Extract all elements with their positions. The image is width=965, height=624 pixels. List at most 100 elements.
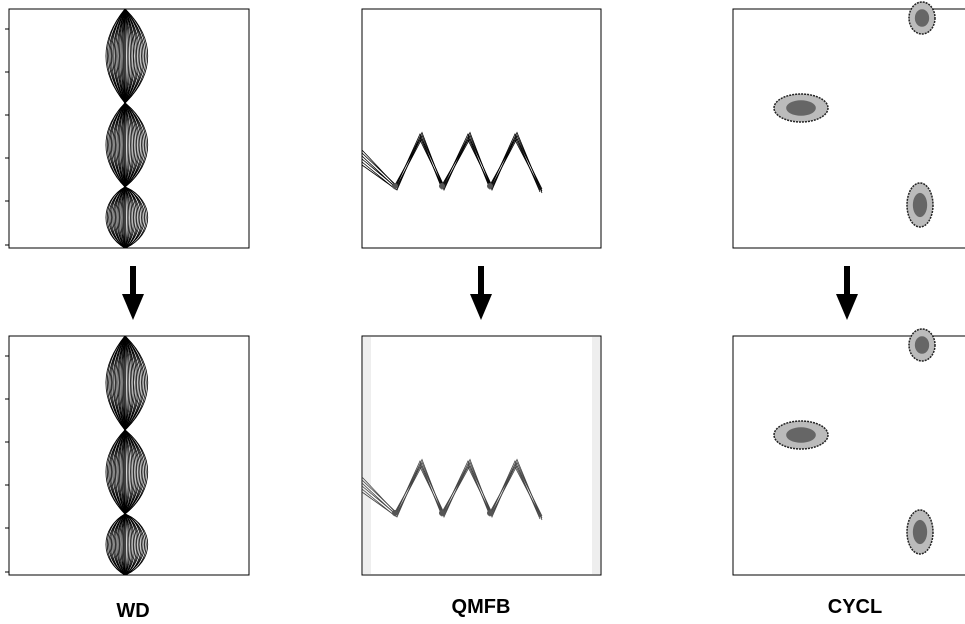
- arrow-shaft: [844, 266, 850, 298]
- contour: [120, 8, 126, 104]
- blob-core: [912, 519, 928, 545]
- contour: [124, 335, 134, 431]
- contour: [124, 102, 133, 188]
- contour: [112, 429, 126, 515]
- column-label: QMFB: [452, 596, 511, 618]
- contour: [124, 186, 130, 249]
- contour: [124, 186, 136, 249]
- contour: [121, 429, 126, 515]
- contour-peak: [439, 183, 445, 189]
- contour: [124, 8, 134, 104]
- contour: [108, 429, 126, 515]
- arrow-head: [122, 294, 144, 320]
- contour-peak: [439, 510, 445, 516]
- contour: [124, 102, 148, 188]
- contour: [124, 8, 141, 104]
- contour: [124, 513, 145, 576]
- contour: [124, 335, 139, 431]
- contour: [124, 335, 130, 431]
- contour: [120, 335, 126, 431]
- contour: [124, 8, 128, 104]
- contour: [124, 335, 128, 431]
- contour: [124, 102, 130, 188]
- arrow-shaft: [478, 266, 484, 298]
- contour: [108, 102, 126, 188]
- contour: [121, 102, 126, 188]
- contour: [124, 335, 141, 431]
- contour: [124, 335, 136, 431]
- contour: [124, 429, 128, 515]
- contour: [124, 8, 130, 104]
- contour: [108, 8, 126, 104]
- contour: [124, 102, 145, 188]
- blob-core: [912, 192, 928, 218]
- column-label: CYCL: [828, 596, 882, 618]
- blob-core: [914, 336, 930, 354]
- contour: [124, 513, 141, 576]
- contour: [116, 102, 126, 188]
- contour: [361, 131, 543, 194]
- contour: [112, 335, 126, 431]
- contour: [124, 335, 131, 431]
- panel-edge: [363, 337, 371, 574]
- contour: [108, 513, 126, 576]
- contour: [124, 186, 141, 249]
- blob-core: [786, 427, 816, 443]
- contour: [105, 186, 126, 249]
- contour: [124, 8, 145, 104]
- contour: [124, 8, 136, 104]
- contour: [124, 335, 133, 431]
- contour: [108, 186, 126, 249]
- contour: [116, 429, 126, 515]
- contour: [124, 513, 133, 576]
- contour: [361, 459, 541, 520]
- blob-core: [786, 100, 816, 116]
- contour: [124, 186, 131, 249]
- contour: [124, 429, 133, 515]
- contour: [120, 513, 126, 576]
- contour: [108, 335, 126, 431]
- contour: [124, 8, 139, 104]
- contour: [124, 335, 145, 431]
- arrow-head: [836, 294, 858, 320]
- contour: [116, 186, 126, 249]
- qmfb-panel: [361, 335, 602, 576]
- contour: [124, 8, 148, 104]
- contour: [124, 8, 131, 104]
- contour: [124, 513, 136, 576]
- contour: [124, 186, 148, 249]
- contour: [124, 513, 148, 576]
- wd-panel: [5, 335, 250, 576]
- contour: [124, 429, 141, 515]
- qmfb-panel: [361, 8, 602, 249]
- contour: [105, 8, 126, 104]
- blob-core: [914, 9, 930, 27]
- contour: [124, 429, 130, 515]
- contour: [112, 513, 126, 576]
- contour: [361, 458, 543, 521]
- contour: [116, 513, 126, 576]
- contour: [124, 8, 138, 104]
- contour: [116, 335, 126, 431]
- wd-panel: [5, 8, 250, 249]
- contour: [124, 8, 133, 104]
- contour: [124, 335, 148, 431]
- contour: [124, 186, 133, 249]
- contour: [116, 8, 126, 104]
- contour: [124, 102, 128, 188]
- contour: [124, 513, 131, 576]
- contour: [112, 186, 126, 249]
- contour: [124, 429, 131, 515]
- contour: [124, 102, 141, 188]
- contour: [120, 102, 126, 188]
- contour-peak: [392, 510, 398, 516]
- contour: [120, 186, 126, 249]
- contour: [124, 335, 138, 431]
- cycl-panel: [732, 328, 965, 576]
- contour-peak: [392, 183, 398, 189]
- contour: [124, 102, 136, 188]
- contour: [124, 429, 136, 515]
- arrow-shaft: [130, 266, 136, 298]
